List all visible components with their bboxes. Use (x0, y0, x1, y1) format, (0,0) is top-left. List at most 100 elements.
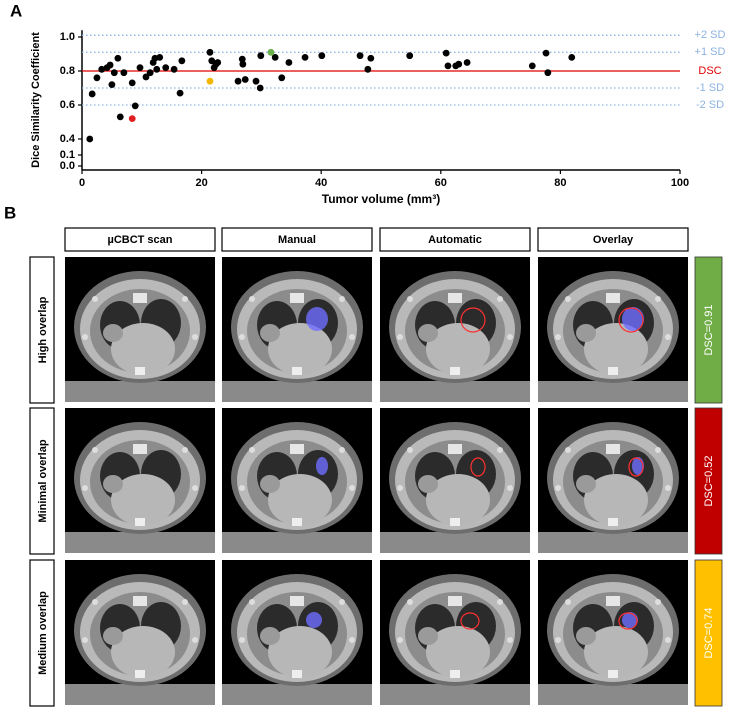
ct-image (65, 560, 215, 705)
data-point (528, 62, 536, 70)
data-point (153, 65, 161, 73)
row-label: Medium overlap (37, 591, 49, 675)
data-point (455, 60, 463, 68)
data-point (114, 54, 122, 62)
reference-label: -2 SD (696, 99, 724, 111)
data-point (234, 77, 242, 85)
row-label-box (29, 256, 55, 404)
panel-label: B (4, 203, 16, 222)
data-point (93, 74, 101, 82)
data-point (108, 81, 116, 88)
reference-label: +1 SD (695, 46, 726, 58)
data-point (444, 62, 452, 70)
manual-contour (622, 307, 644, 331)
column-header-box (64, 227, 216, 252)
image-grid: µCBCT scan Manual Automatic Overlay High ove… (29, 227, 723, 707)
automatic-contour (628, 457, 644, 477)
data-point (285, 59, 293, 66)
data-point (156, 54, 164, 61)
data-point (544, 69, 552, 77)
data-point (162, 64, 170, 71)
ct-image (222, 408, 372, 553)
data-point (256, 84, 264, 92)
data-point (318, 52, 326, 60)
automatic-contour (618, 307, 644, 333)
data-point (178, 57, 186, 65)
data-point (252, 77, 260, 85)
ct-image (538, 408, 688, 553)
column-header: µCBCT scan (107, 234, 172, 246)
y-tick-label: 0.6 (60, 99, 75, 111)
data-point (98, 65, 106, 73)
ct-image (380, 408, 530, 553)
data-point (146, 69, 154, 77)
dsc-label: DSC=0.74 (703, 607, 715, 658)
x-tick-label: 0 (79, 177, 85, 189)
data-point (278, 74, 286, 82)
dsc-label: DSC=0.91 (703, 304, 715, 355)
data-point (110, 69, 118, 77)
ct-image (538, 257, 688, 402)
data-point (106, 61, 114, 69)
data-point (367, 54, 375, 62)
data-point (131, 102, 139, 110)
x-tick-label: 20 (195, 177, 207, 189)
data-point (568, 54, 576, 61)
automatic-contour (460, 307, 486, 333)
ct-image (380, 257, 530, 402)
data-point (271, 54, 279, 61)
data-point (257, 52, 265, 60)
dsc-badge (694, 256, 723, 404)
column-header: Manual (278, 234, 316, 246)
ct-image (65, 408, 215, 553)
plot-area: 0.00.1 0.4 0.6 0.8 1.0 0 20 40 60 80 100 +2 SD +1 SD… (60, 29, 726, 189)
dsc-badge (694, 407, 723, 555)
data-point (128, 115, 136, 122)
column-header: Overlay (593, 234, 634, 246)
data-point (463, 59, 471, 66)
y-tick-label: 0.1 (60, 149, 75, 161)
manual-contour (306, 307, 328, 331)
ct-image (222, 560, 372, 705)
y-tick-label: 0.0 (60, 160, 75, 172)
data-point (241, 76, 249, 83)
ct-image (380, 560, 530, 705)
ct-image (65, 257, 215, 402)
x-tick-label: 80 (554, 177, 566, 189)
data-point (88, 90, 96, 98)
column-header-box (221, 227, 373, 252)
data-point (406, 52, 414, 60)
y-tick-label: 0.8 (60, 65, 75, 77)
data-point (142, 73, 150, 81)
row-label: High overlap (37, 296, 49, 363)
manual-contour (316, 457, 328, 475)
reference-label: -1 SD (696, 82, 724, 94)
data-point (116, 113, 124, 121)
dsc-badge (694, 559, 723, 707)
data-point (267, 48, 275, 56)
column-header: Automatic (428, 234, 482, 246)
data-point (238, 55, 246, 63)
data-point (364, 65, 372, 73)
data-point (206, 48, 214, 56)
automatic-contour (618, 612, 638, 630)
data-point (170, 65, 178, 73)
x-tick-label: 100 (671, 177, 689, 189)
automatic-contour (460, 612, 480, 630)
data-point (128, 79, 136, 87)
x-axis-title: Tumor volume (mm³) (322, 192, 440, 206)
y-axis-title: Dice Similarity Coefficient (30, 32, 42, 168)
column-header-box (379, 227, 531, 252)
automatic-contour (470, 457, 486, 477)
row-label-box (29, 559, 55, 707)
ct-image (538, 560, 688, 705)
x-tick-label: 40 (315, 177, 327, 189)
data-point (214, 59, 222, 66)
data-point (176, 89, 184, 97)
dsc-label: DSC=0.52 (703, 455, 715, 506)
data-point (301, 54, 309, 61)
data-point (120, 69, 128, 77)
row-label-box (29, 407, 55, 555)
y-tick-label: 1.0 (60, 31, 75, 43)
